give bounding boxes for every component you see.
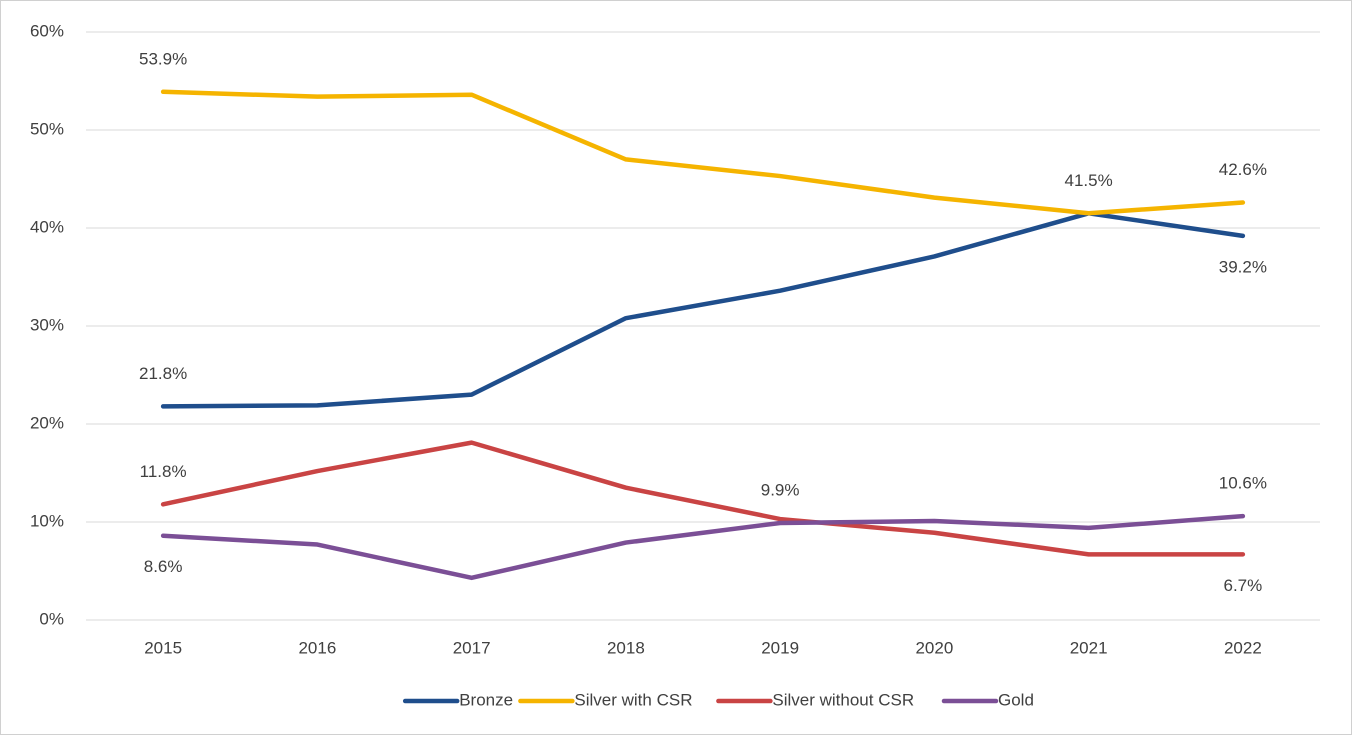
- data-label: 6.7%: [1224, 576, 1263, 595]
- x-tick-label: 2022: [1224, 638, 1262, 657]
- y-tick-label: 0%: [39, 609, 64, 628]
- series-line: [160, 89, 1246, 216]
- data-label: 41.5%: [1065, 171, 1113, 190]
- data-label: 10.6%: [1219, 474, 1267, 493]
- data-label: 9.9%: [761, 480, 800, 499]
- data-label: 42.6%: [1219, 160, 1267, 179]
- x-tick-label: 2016: [298, 638, 336, 657]
- data-label: 53.9%: [139, 49, 187, 68]
- legend-label: Silver with CSR: [574, 690, 692, 709]
- x-tick-label: 2018: [607, 638, 645, 657]
- x-tick-label: 2021: [1070, 638, 1108, 657]
- data-label: 21.8%: [139, 364, 187, 383]
- x-tick-label: 2020: [915, 638, 953, 657]
- legend-label: Gold: [998, 690, 1034, 709]
- y-tick-label: 40%: [30, 217, 64, 236]
- legend-label: Silver without CSR: [772, 690, 914, 709]
- x-tick-label: 2017: [453, 638, 491, 657]
- legend-label: Bronze: [459, 690, 513, 709]
- y-tick-label: 20%: [30, 413, 64, 432]
- data-label: 39.2%: [1219, 257, 1267, 276]
- x-tick-label: 2015: [144, 638, 182, 657]
- data-label: 11.8%: [140, 462, 187, 481]
- y-tick-label: 60%: [30, 21, 64, 40]
- series-line: [160, 513, 1246, 581]
- series-line: [160, 211, 1246, 409]
- y-tick-label: 30%: [30, 315, 64, 334]
- x-tick-label: 2019: [761, 638, 799, 657]
- series-line: [160, 440, 1246, 557]
- y-tick-label: 10%: [30, 511, 64, 530]
- y-tick-label: 50%: [30, 119, 64, 138]
- data-label: 8.6%: [144, 557, 183, 576]
